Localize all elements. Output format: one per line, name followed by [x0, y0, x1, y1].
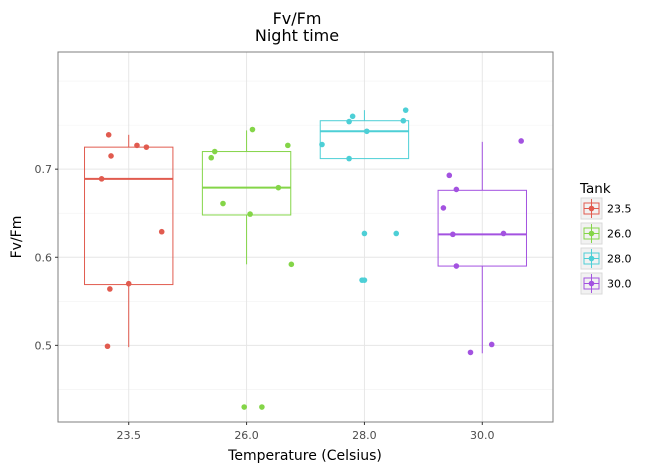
- box-body: [319, 120, 410, 160]
- data-point: [361, 277, 368, 283]
- data-point: [319, 141, 325, 148]
- data-point: [453, 263, 460, 269]
- y-tick-label: 0.6: [35, 251, 53, 264]
- data-point: [241, 404, 248, 410]
- data-point: [125, 280, 132, 287]
- legend-label: 30.0: [607, 278, 632, 291]
- data-point: [247, 211, 253, 217]
- x-axis-title: Temperature (Celsius): [227, 448, 382, 464]
- legend-key-point: [588, 280, 595, 287]
- data-point: [104, 343, 111, 350]
- legend-entry-30.0: 30.0: [580, 272, 632, 295]
- box-body: [437, 189, 527, 267]
- data-point: [446, 172, 453, 179]
- points-layer: [98, 107, 524, 410]
- data-point: [105, 132, 112, 138]
- x-tick-label: 28.0: [352, 429, 377, 442]
- data-point: [393, 230, 400, 237]
- data-point: [467, 349, 474, 356]
- data-point: [275, 184, 282, 191]
- x-tick-label: 23.5: [116, 429, 141, 442]
- legend-key-point: [588, 230, 595, 237]
- data-point: [440, 205, 447, 211]
- data-point: [500, 230, 507, 237]
- chart-title: Fv/Fm: [273, 9, 322, 28]
- data-point: [249, 126, 256, 133]
- legend-label: 26.0: [607, 228, 632, 241]
- legend-key-point: [588, 255, 595, 262]
- legend-label: 28.0: [607, 253, 632, 266]
- panel-background: [58, 52, 553, 422]
- data-point: [220, 200, 226, 207]
- boxes-layer: [84, 110, 527, 354]
- data-point: [346, 155, 352, 162]
- y-tick-label: 0.7: [35, 163, 53, 176]
- box-body: [201, 151, 292, 216]
- data-point: [488, 341, 495, 348]
- data-point: [259, 404, 265, 410]
- data-point: [134, 142, 140, 149]
- data-point: [107, 286, 113, 292]
- chart-subtitle: Night time: [255, 26, 339, 45]
- legend-entry-28.0: 28.0: [580, 247, 632, 270]
- data-point: [143, 144, 150, 150]
- data-point: [453, 186, 460, 193]
- data-point: [450, 231, 456, 238]
- data-point: [158, 228, 165, 235]
- data-point: [349, 113, 356, 120]
- legend-entry-26.0: 26.0: [580, 222, 632, 245]
- legend-label: 23.5: [607, 203, 632, 216]
- data-point: [346, 118, 352, 125]
- data-point: [288, 261, 295, 268]
- x-tick-label: 26.0: [234, 429, 259, 442]
- data-point: [285, 142, 291, 149]
- x-tick-label: 30.0: [470, 429, 495, 442]
- legend-entry-23.5: 23.5: [580, 197, 632, 220]
- legend: Tank 23.5 26.0 28.0 30.0: [579, 181, 632, 295]
- panel-border: [57, 51, 554, 423]
- data-point: [361, 230, 368, 237]
- axes: 0.5 0.6 0.7 23.5 26.0 28.0 30.0: [35, 163, 495, 442]
- data-point: [400, 117, 407, 124]
- data-point: [363, 128, 370, 135]
- data-point: [98, 176, 105, 182]
- data-point: [208, 154, 215, 161]
- data-point: [518, 138, 524, 144]
- legend-key-point: [588, 205, 595, 212]
- y-tick-label: 0.5: [35, 339, 53, 352]
- grid: [58, 52, 553, 422]
- data-point: [211, 148, 218, 155]
- legend-title: Tank: [579, 181, 611, 197]
- data-point: [108, 153, 114, 159]
- y-axis-title: Fv/Fm: [9, 216, 25, 259]
- data-point: [402, 107, 409, 113]
